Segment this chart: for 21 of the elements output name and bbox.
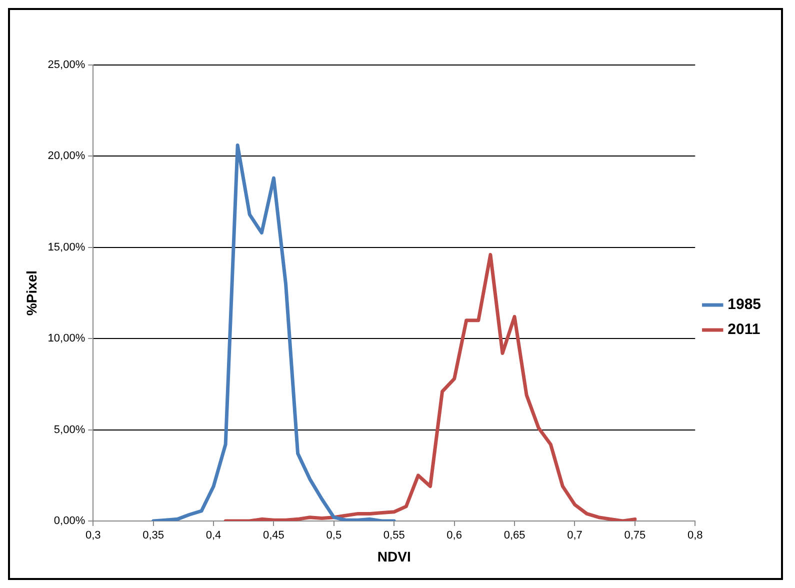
x-tick-label: 0,35 [142, 530, 164, 542]
x-tick-label: 0,7 [567, 530, 582, 542]
x-axis-title: NDVI [377, 548, 411, 564]
y-tick-label: 20,00% [48, 150, 86, 162]
y-tick-label: 5,00% [54, 424, 86, 436]
x-tick-label: 0,3 [85, 530, 101, 542]
x-tick-label: 0,6 [446, 530, 462, 542]
x-tick-label: 0,8 [687, 530, 703, 542]
legend-label: 2011 [728, 321, 760, 338]
y-tick-label: 10,00% [48, 332, 86, 345]
y-tick-label: 25,00% [48, 59, 86, 72]
x-tick-label: 0,55 [383, 530, 405, 542]
y-axis-title: %Pixel [23, 270, 40, 316]
y-tick-label: 0,00% [54, 515, 86, 528]
x-tick-label: 0,65 [504, 530, 526, 542]
x-tick-label: 0,5 [326, 530, 342, 542]
x-tick-label: 0,75 [624, 530, 646, 542]
legend-label: 1985 [728, 296, 762, 314]
x-tick-label: 0,4 [206, 530, 222, 542]
x-tick-label: 0,45 [263, 530, 284, 542]
y-tick-label: 15,00% [48, 241, 86, 254]
